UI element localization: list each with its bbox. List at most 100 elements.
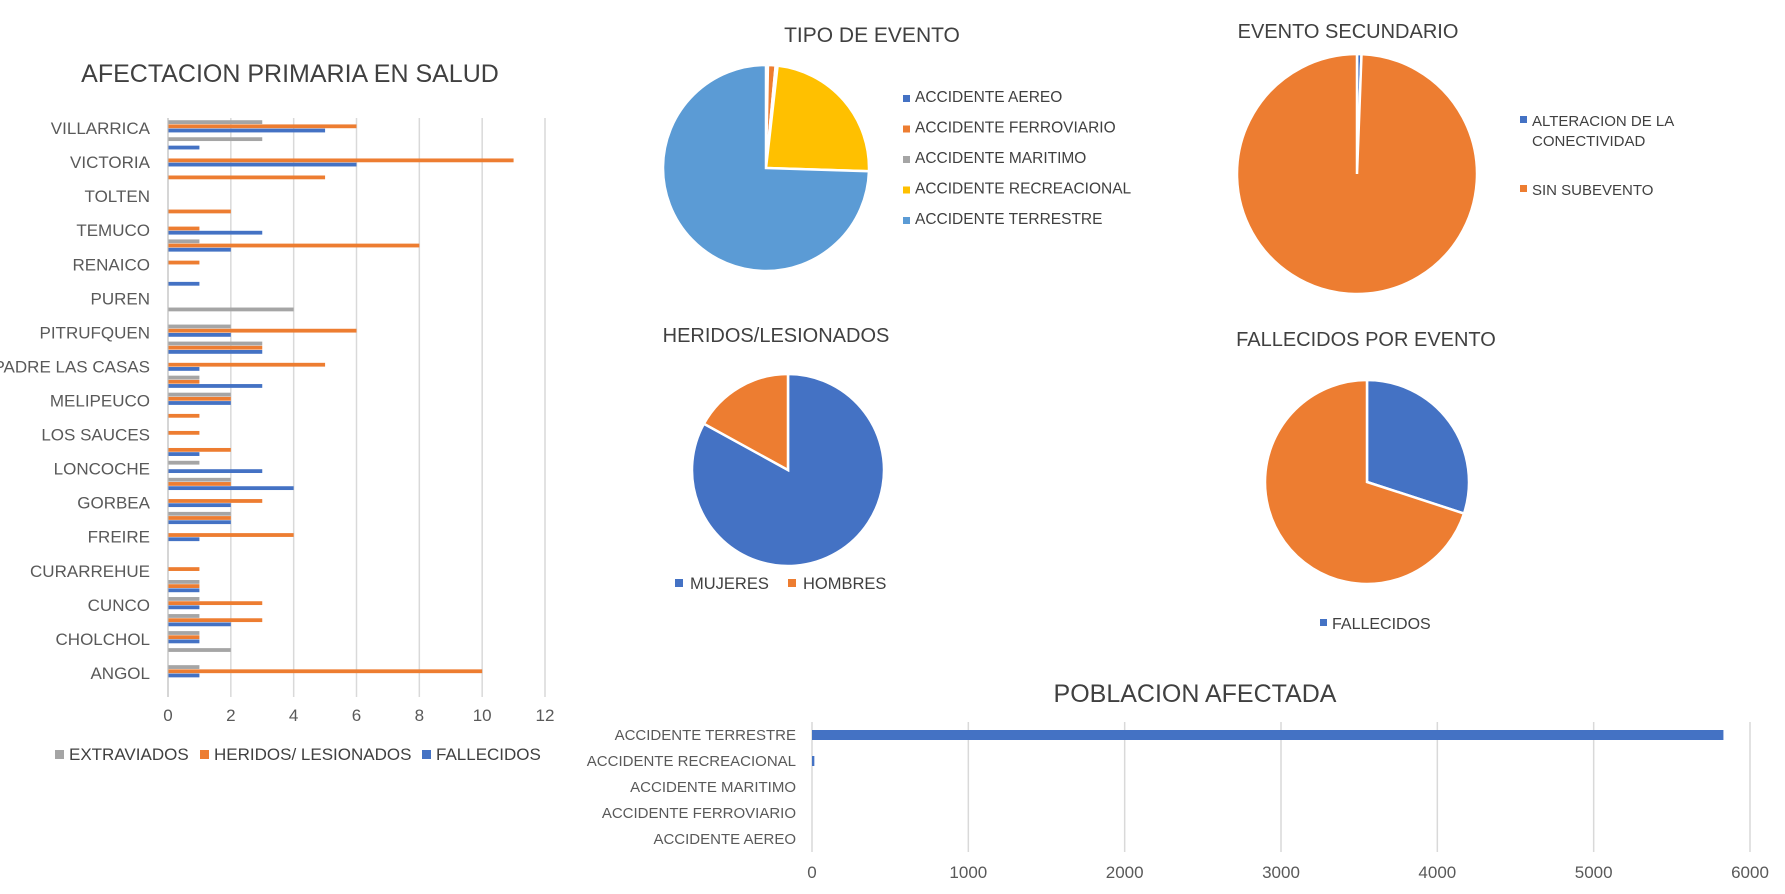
salud-category-label: LONCOCHE (54, 460, 150, 479)
salud-bar (168, 324, 231, 329)
salud-bar (168, 396, 231, 401)
salud-chart-title: AFECTACION PRIMARIA EN SALUD (81, 60, 499, 88)
salud-bar (168, 332, 231, 337)
poblacion-x-tick: 2000 (1106, 863, 1144, 882)
salud-bar (168, 158, 514, 163)
tipo-legend-label: ACCIDENTE TERRESTRE (915, 211, 1102, 228)
tipo-legend-label: ACCIDENTE AEREO (915, 89, 1062, 106)
salud-x-tick: 8 (415, 706, 424, 725)
salud-bar (168, 247, 231, 252)
salud-bar (168, 622, 231, 627)
salud-category-label: VICTORIA (70, 153, 151, 172)
salud-bar (168, 175, 326, 180)
salud-bar (168, 486, 294, 491)
heridos-legend-swatch (788, 579, 796, 587)
evento-secundario-chart: EVENTO SECUNDARIO ALTERACION DE LA CONECTI… (1235, 21, 1674, 296)
salud-bar (168, 503, 231, 508)
poblacion-title: POBLACION AFECTADA (1054, 680, 1337, 708)
poblacion-x-tick: 1000 (949, 863, 987, 882)
salud-category-label: ANGOL (90, 664, 150, 683)
pie-slice (661, 63, 871, 273)
tipo-legend-label: ACCIDENTE RECREACIONAL (915, 181, 1132, 198)
fallecidos-legend-swatch (1320, 619, 1327, 626)
secundario-legend-line: CONECTIVIDAD (1532, 133, 1646, 150)
salud-bar (168, 567, 200, 571)
salud-bar (168, 516, 231, 520)
salud-bar (168, 362, 326, 367)
secundario-legend-swatch (1520, 185, 1527, 192)
poblacion-x-tick: 5000 (1575, 863, 1613, 882)
salud-bar (168, 482, 231, 486)
salud-category-label: RENAICO (73, 255, 150, 274)
salud-bar (168, 128, 326, 133)
salud-bar (168, 614, 200, 618)
salud-bar (168, 601, 263, 606)
pie-slice (1235, 52, 1479, 296)
salud-bar (168, 665, 200, 669)
salud-bar (168, 533, 294, 537)
salud-bar (168, 430, 200, 435)
salud-legend-swatch (422, 750, 431, 759)
fallecidos-chart: FALLECIDOS POR EVENTO FALLECIDOS (1236, 329, 1496, 633)
salud-category-label: TEMUCO (76, 221, 150, 240)
salud-legend-swatch (200, 750, 209, 759)
salud-bar (168, 392, 231, 397)
tipo-evento-chart: TIPO DE EVENTO ACCIDENTE AEREO ACCIDENTE F… (661, 24, 1132, 273)
salud-bar (168, 120, 263, 125)
tipo-legend-swatch (903, 186, 910, 194)
salud-bar (168, 307, 294, 312)
salud-category-label: MELIPEUCO (50, 392, 150, 411)
salud-x-tick: 4 (289, 706, 298, 725)
tipo-legend-swatch (903, 156, 910, 163)
salud-bar (168, 447, 231, 452)
salud-bar (168, 605, 200, 610)
salud-bar (168, 580, 200, 584)
fallecidos-title: FALLECIDOS POR EVENTO (1236, 329, 1496, 351)
salud-category-label: CHOLCHOL (56, 630, 150, 649)
salud-bar (168, 384, 263, 388)
salud-bar (168, 230, 263, 235)
salud-bar (168, 226, 200, 231)
salud-legend-label: FALLECIDOS (436, 745, 541, 764)
salud-bar (168, 669, 483, 674)
salud-bar (168, 673, 200, 678)
salud-category-label: PITRUFQUEN (40, 323, 151, 342)
poblacion-x-tick: 3000 (1262, 863, 1300, 882)
salud-bar (168, 162, 357, 167)
salud-bar (168, 375, 200, 380)
salud-bar (168, 639, 200, 644)
salud-bar (168, 460, 200, 465)
heridos-chart: HERIDOS/LESIONADOS MUJERES HOMBRES (663, 325, 890, 593)
salud-legend-label: HERIDOS/ LESIONADOS (214, 745, 411, 764)
tipo-legend-swatch (903, 217, 910, 224)
salud-category-label: PUREN (90, 289, 150, 308)
salud-bar (168, 469, 263, 474)
heridos-legend-label: MUJERES (690, 575, 769, 593)
salud-bar (168, 281, 200, 286)
salud-bar (168, 635, 200, 640)
heridos-legend-swatch (675, 579, 683, 587)
salud-category-label: TOLTEN (85, 187, 151, 206)
salud-bar (168, 618, 263, 623)
salud-x-tick: 2 (226, 706, 235, 725)
salud-bar (168, 584, 200, 589)
poblacion-x-tick: 4000 (1418, 863, 1456, 882)
salud-bar (168, 124, 357, 129)
salud-category-label: LOS SAUCES (41, 426, 150, 445)
salud-bar (168, 260, 200, 265)
salud-bar (168, 499, 263, 503)
secundario-legend-label: ALTERACION DE LA CONECTIVIDAD (1532, 113, 1674, 150)
tipo-evento-title: TIPO DE EVENTO (784, 24, 960, 47)
secundario-legend-line: ALTERACION DE LA (1532, 113, 1674, 130)
salud-bar (168, 349, 263, 354)
salud-bar (168, 209, 231, 214)
salud-category-label: GORBEA (77, 494, 150, 513)
salud-bar (168, 537, 200, 542)
pie-slice (1263, 378, 1466, 586)
salud-bar (168, 401, 231, 405)
salud-bar (168, 520, 231, 525)
pie-slice (690, 372, 886, 568)
salud-bar (168, 597, 200, 601)
pie-slice (764, 64, 871, 173)
